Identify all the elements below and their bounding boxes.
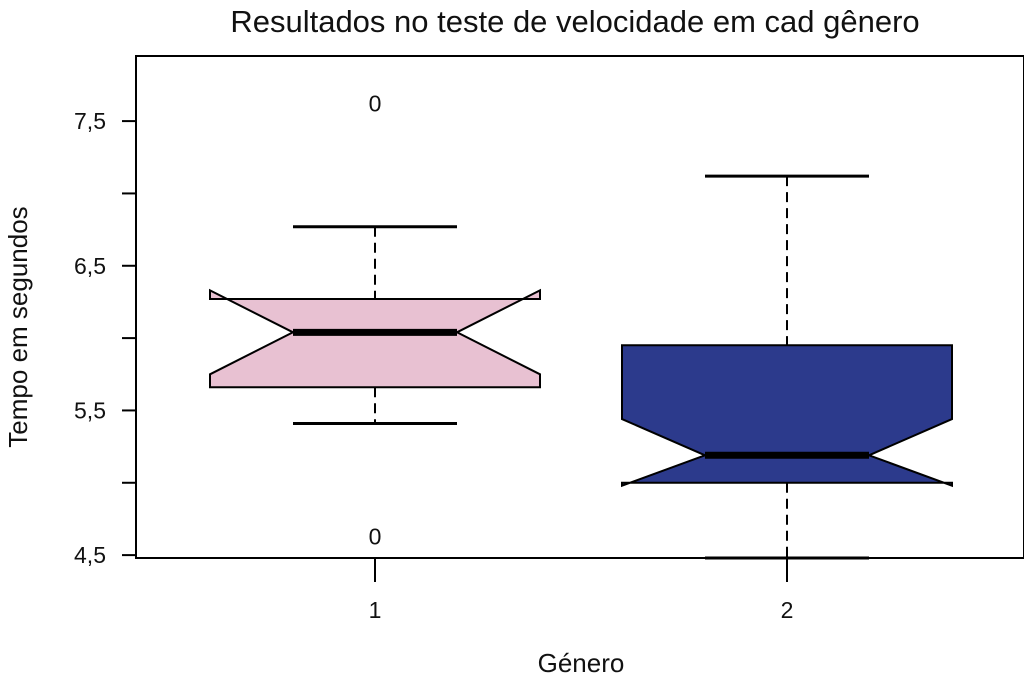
outlier-point: 0 [369,523,382,549]
outlier-point: 0 [369,91,382,117]
y-axis: 4,5 5,5 6,5 7,5 [74,108,136,568]
chart-title: Resultados no teste de velocidade em cad… [230,4,919,39]
x-axis-title: Género [538,648,625,678]
y-tick-label: 6,5 [74,253,106,279]
y-tick-label: 4,5 [74,542,106,568]
x-tick-label: 1 [369,597,382,623]
y-tick-label: 7,5 [74,108,106,134]
boxes: 00 [209,91,953,560]
box-body [621,344,953,488]
x-tick-label: 2 [781,597,794,623]
box-body [209,288,541,389]
plot-frame [135,55,1024,559]
y-tick-label: 5,5 [74,397,106,423]
y-axis-title: Tempo em segundos [3,206,33,447]
